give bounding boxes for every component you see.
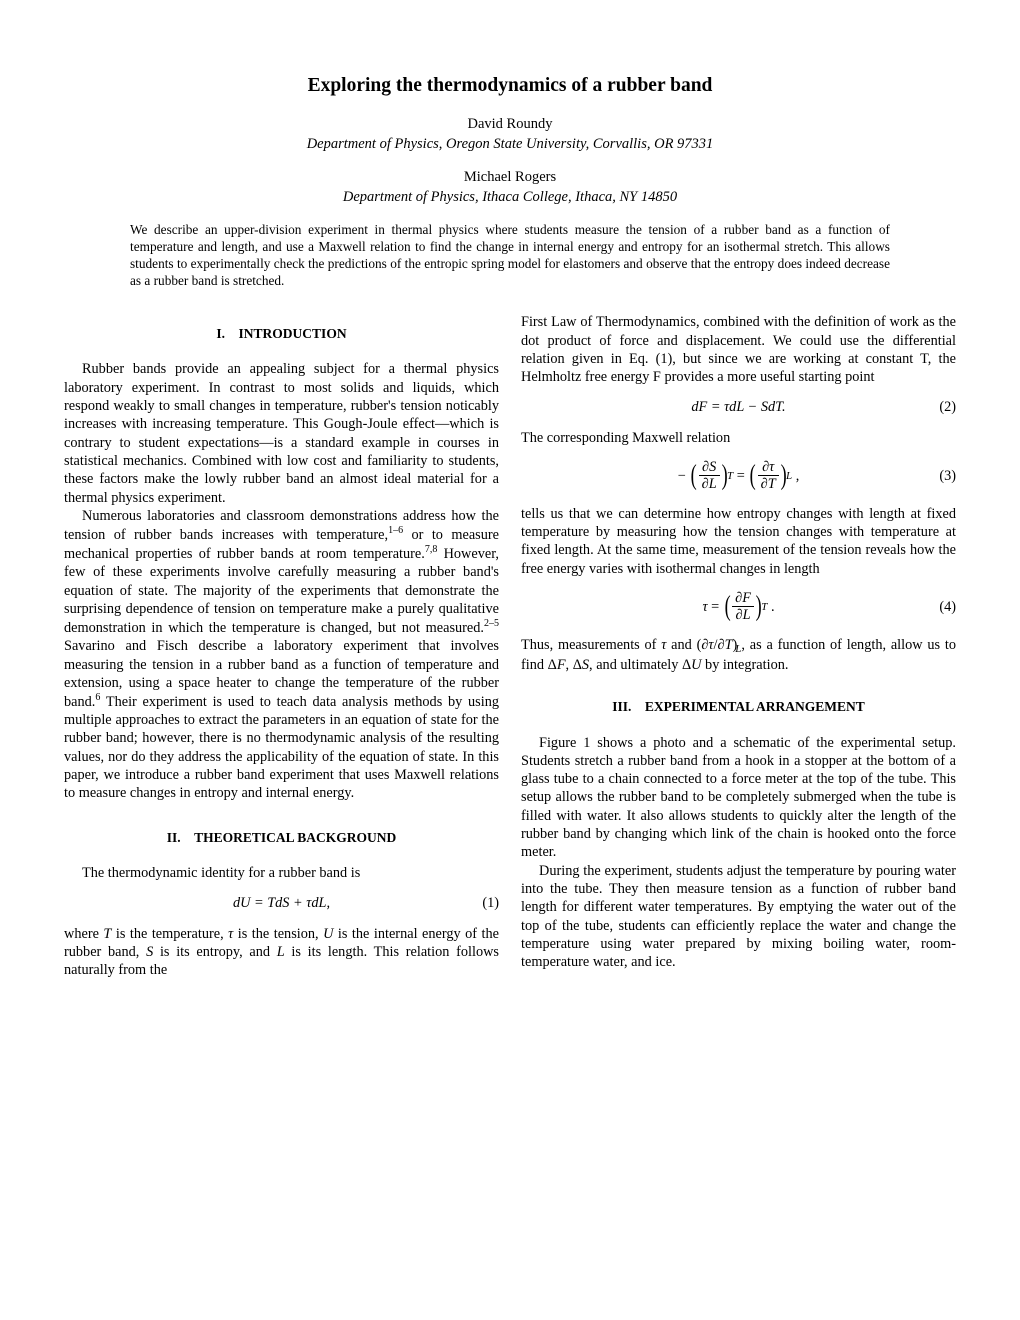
author-name-2: Michael Rogers bbox=[64, 168, 956, 187]
citation-sup: 1–6 bbox=[388, 525, 403, 536]
paragraph: Figure 1 shows a photo and a schematic o… bbox=[521, 734, 956, 862]
equation-1: dU = TdS + τdL, (1) bbox=[64, 894, 499, 912]
paragraph: Rubber bands provide an appealing subjec… bbox=[64, 360, 499, 506]
citation-sup: 2–5 bbox=[484, 618, 499, 629]
author-name-1: David Roundy bbox=[64, 115, 956, 134]
section-heading-1: I. INTRODUCTION bbox=[64, 325, 499, 342]
equation-4: τ = (∂F∂L)T . (4) bbox=[521, 590, 956, 624]
paragraph: The thermodynamic identity for a rubber … bbox=[64, 864, 499, 882]
author-affiliation-2: Department of Physics, Ithaca College, I… bbox=[64, 188, 956, 207]
equation-2: dF = τdL − SdT. (2) bbox=[521, 398, 956, 416]
section-heading-3: III. EXPERIMENTAL ARRANGEMENT bbox=[521, 698, 956, 715]
equation-3: − (∂S∂L)T = (∂τ∂T)L , (3) bbox=[521, 459, 956, 493]
citation-sup: 7,8 bbox=[425, 544, 438, 555]
equation-number: (4) bbox=[939, 598, 956, 616]
paragraph: where T is the temperature, τ is the ten… bbox=[64, 925, 499, 980]
paragraph: tells us that we can determine how entro… bbox=[521, 505, 956, 578]
equation-number: (1) bbox=[482, 894, 499, 912]
section-heading-2: II. THEORETICAL BACKGROUND bbox=[64, 829, 499, 846]
author-affiliation-1: Department of Physics, Oregon State Univ… bbox=[64, 135, 956, 154]
paragraph: Numerous laboratories and classroom demo… bbox=[64, 507, 499, 803]
paper-title: Exploring the thermodynamics of a rubber… bbox=[64, 74, 956, 99]
paragraph: First Law of Thermodynamics, combined wi… bbox=[521, 313, 956, 386]
paragraph: The corresponding Maxwell relation bbox=[521, 429, 956, 447]
equation-number: (2) bbox=[939, 398, 956, 416]
equation-number: (3) bbox=[939, 467, 956, 485]
abstract: We describe an upper-division experiment… bbox=[130, 221, 890, 289]
paragraph: During the experiment, students adjust t… bbox=[521, 862, 956, 972]
paragraph: Thus, measurements of τ and (∂τ/∂T)L, as… bbox=[521, 636, 956, 674]
body-columns: I. INTRODUCTION Rubber bands provide an … bbox=[64, 313, 956, 979]
